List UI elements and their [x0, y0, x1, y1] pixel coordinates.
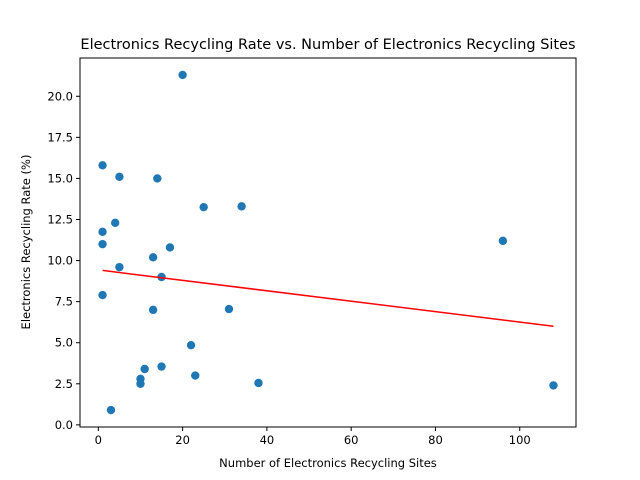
plot-area: [79, 57, 577, 428]
y-tick-label: 10.0: [47, 254, 73, 268]
data-point: [549, 381, 558, 390]
y-axis-label: Electronics Recycling Rate (%): [19, 155, 33, 330]
data-point: [115, 262, 124, 272]
data-point: [148, 305, 158, 315]
data-point: [98, 227, 107, 237]
data-point: [191, 371, 200, 380]
trend-line: [102, 269, 554, 328]
y-tick-label: 5.0: [55, 336, 73, 350]
x-tick-label: 60: [344, 433, 359, 447]
data-point: [110, 218, 120, 227]
x-tick-label: 100: [509, 433, 531, 447]
plot-frame: [79, 57, 577, 428]
data-point: [136, 379, 145, 388]
data-point: [98, 239, 107, 249]
y-tick-label: 17.5: [47, 130, 73, 144]
x-axis-label: Number of Electronics Recycling Sites: [219, 456, 437, 470]
x-tick-label: 0: [95, 433, 102, 447]
chart-title: Electronics Recycling Rate vs. Number of…: [80, 37, 575, 53]
data-point: [153, 174, 162, 183]
data-point: [106, 405, 116, 415]
data-point: [98, 161, 107, 170]
data-point: [224, 304, 234, 314]
data-point: [165, 243, 175, 252]
y-tick-label: 15.0: [47, 171, 73, 185]
data-point: [157, 362, 166, 371]
x-tick-label: 40: [260, 433, 275, 447]
y-tick-label: 7.5: [55, 295, 73, 309]
data-point: [140, 364, 149, 374]
data-point: [199, 202, 208, 212]
data-point: [115, 172, 124, 181]
data-point: [98, 290, 107, 300]
y-tick-label: 0.0: [55, 418, 73, 432]
data-point: [186, 340, 196, 350]
data-point: [148, 253, 158, 262]
y-tick-label: 2.5: [55, 377, 73, 391]
y-tick-label: 20.0: [47, 89, 73, 103]
x-axis: 0 20 40 60 80 100: [95, 427, 531, 447]
data-point: [178, 70, 187, 80]
x-tick-label: 20: [175, 433, 190, 447]
x-tick-label: 80: [428, 433, 443, 447]
y-tick-label: 12.5: [47, 212, 73, 226]
y-axis: 0.0 2.5 5.0 7.5 10.0 12.5 15.0 17.5 20.0: [47, 89, 80, 432]
data-point: [254, 378, 263, 388]
data-point: [237, 202, 246, 211]
data-point: [498, 236, 508, 246]
